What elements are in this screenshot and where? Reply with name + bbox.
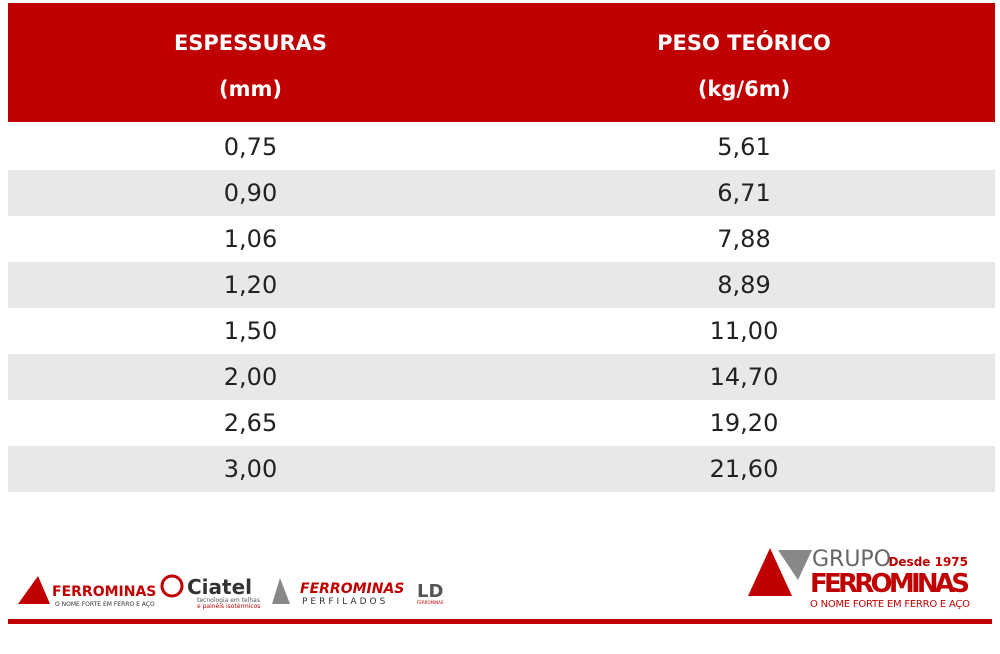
table-cell: 11,00 — [709, 317, 779, 345]
header-unit: (kg/6m) — [697, 77, 791, 101]
logos: FERROMINAS O NOME FORTE EM FERRO E AÇO C… — [18, 547, 970, 610]
brand-tagline: PERFILADOS — [302, 597, 388, 607]
logo-icon — [160, 574, 184, 598]
header-title: PESO TEÓRICO — [657, 31, 831, 55]
group-name: FERROMINAS — [810, 569, 970, 599]
table-cell: 19,20 — [709, 409, 779, 437]
footer-rule — [8, 619, 992, 624]
table-row: 1,50 11,00 — [8, 308, 995, 354]
brand-name: FERROMINAS — [300, 581, 404, 597]
logo-icon — [272, 578, 290, 604]
table-cell: 2,65 — [223, 409, 278, 437]
brand-tagline: e painéis isotérmicos — [197, 603, 260, 610]
group-prefix: GRUPO — [812, 547, 891, 572]
table-cell: 8,89 — [717, 271, 771, 299]
table-cell: 14,70 — [709, 363, 779, 391]
brand-name: Ciatel — [187, 575, 252, 599]
table-cell: 0,90 — [223, 179, 278, 207]
table-cell: 0,75 — [223, 133, 278, 161]
table-row: 3,00 21,60 — [8, 446, 995, 492]
table-row: 1,06 7,88 — [8, 216, 995, 262]
table-row: 1,20 8,89 — [8, 262, 995, 308]
table-row: 2,00 14,70 — [8, 354, 995, 400]
header-title: ESPESSURAS — [173, 31, 328, 55]
group-tagline: O NOME FORTE EM FERRO E AÇO — [810, 599, 970, 610]
logo-icon — [778, 550, 812, 580]
header-unit: (mm) — [219, 77, 282, 101]
brand-tagline: tecnologia em telhas — [197, 597, 260, 604]
table-cell: 1,20 — [223, 271, 278, 299]
table-cell: 1,06 — [223, 225, 278, 253]
table-row: 0,75 5,61 — [8, 124, 995, 170]
brand-name: FERROMINAS — [52, 584, 156, 600]
table-row: 2,65 19,20 — [8, 400, 995, 446]
table-cell: 21,60 — [709, 455, 779, 483]
table-row: 0,90 6,71 — [8, 170, 995, 216]
table-cell: 7,88 — [717, 225, 771, 253]
brand-name: LD — [417, 581, 443, 602]
brand-tagline: FERROMINAS — [417, 600, 444, 605]
logo-icon — [748, 548, 792, 596]
table-header: ESPESSURAS (mm) PESO TEÓRICO (kg/6m) — [8, 3, 995, 122]
table-body: 0,75 5,61 0,90 6,71 1,06 7,88 1,20 8,89 1,50 11,0… — [8, 124, 995, 492]
brand-tagline: O NOME FORTE EM FERRO E AÇO — [55, 601, 155, 608]
table-cell: 6,71 — [717, 179, 771, 207]
header-cell: ESPESSURAS (mm) — [8, 3, 493, 122]
group-since: Desde 1975 — [888, 555, 968, 569]
header-cell: PESO TEÓRICO (kg/6m) — [493, 3, 995, 122]
table-cell: 2,00 — [223, 363, 278, 391]
table-cell: 5,61 — [717, 133, 771, 161]
logo-icon — [18, 576, 50, 604]
table-cell: 1,50 — [223, 317, 278, 345]
table-cell: 3,00 — [223, 455, 278, 483]
